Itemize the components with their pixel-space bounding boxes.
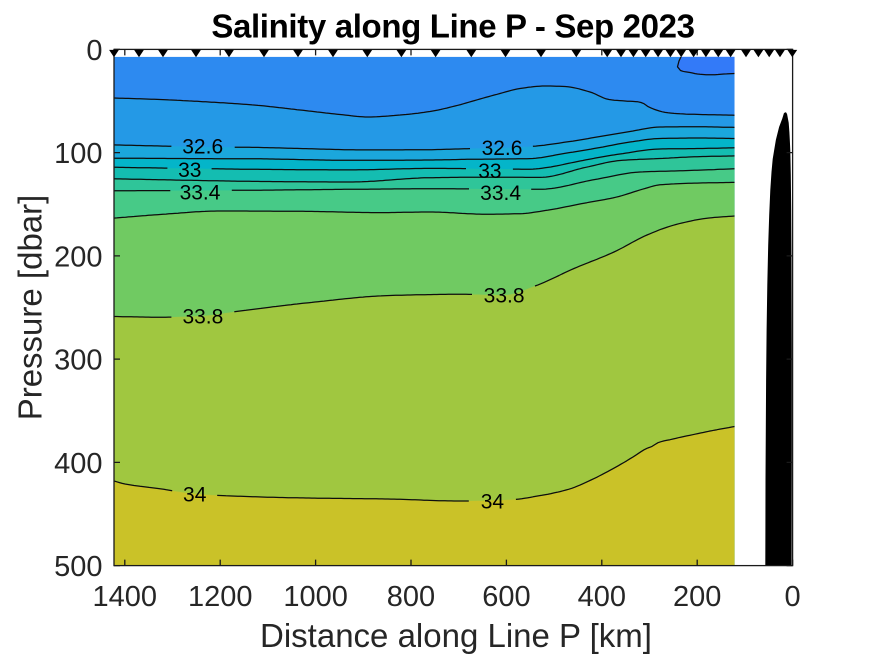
svg-text:400: 400	[578, 581, 626, 613]
svg-text:33: 33	[178, 159, 201, 182]
svg-text:500: 500	[54, 551, 102, 583]
svg-text:1400: 1400	[93, 581, 158, 613]
svg-text:Distance along Line P [km]: Distance along Line P [km]	[260, 617, 652, 654]
svg-text:400: 400	[54, 448, 102, 480]
svg-text:100: 100	[54, 138, 102, 170]
svg-text:200: 200	[54, 241, 102, 273]
svg-text:600: 600	[482, 581, 530, 613]
svg-text:300: 300	[54, 345, 102, 377]
svg-text:33.8: 33.8	[182, 306, 223, 329]
svg-text:33.4: 33.4	[180, 182, 221, 205]
svg-text:Pressure [dbar]: Pressure [dbar]	[12, 195, 49, 421]
svg-text:1000: 1000	[283, 581, 348, 613]
svg-text:33.4: 33.4	[480, 182, 521, 205]
svg-text:33: 33	[478, 160, 501, 183]
svg-text:800: 800	[387, 581, 435, 613]
svg-text:32.6: 32.6	[482, 137, 523, 160]
svg-text:Salinity along Line P - Sep 20: Salinity along Line P - Sep 2023	[211, 8, 694, 45]
svg-text:34: 34	[481, 491, 505, 514]
svg-text:32.6: 32.6	[182, 136, 223, 159]
svg-text:33.8: 33.8	[484, 285, 525, 308]
svg-text:1200: 1200	[188, 581, 253, 613]
svg-text:0: 0	[86, 35, 102, 67]
svg-text:200: 200	[673, 581, 721, 613]
svg-text:0: 0	[785, 581, 801, 613]
svg-text:34: 34	[183, 483, 207, 506]
